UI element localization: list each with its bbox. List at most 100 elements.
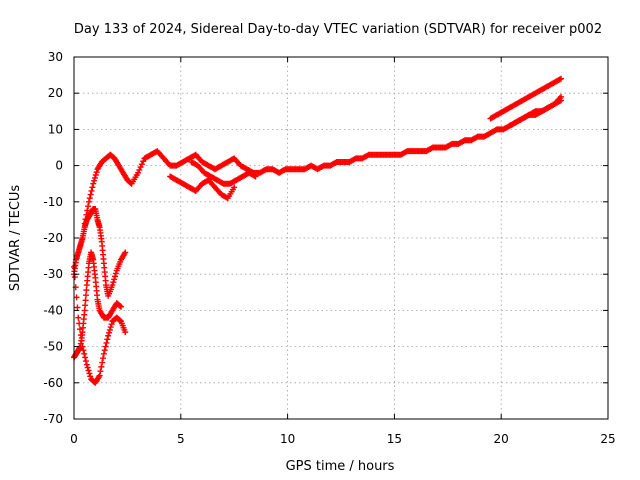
data-point [558, 75, 565, 82]
data-point [89, 184, 96, 191]
x-tick-label: 5 [177, 432, 185, 446]
data-point [231, 184, 238, 191]
data-point [103, 339, 110, 346]
data-point [251, 172, 258, 179]
data-point [252, 173, 259, 180]
x-tick-label: 10 [280, 432, 295, 446]
data-point [87, 191, 94, 198]
data-point [93, 169, 100, 176]
data-point [82, 354, 89, 361]
data-point [86, 195, 93, 202]
y-tick-label: -70 [43, 412, 63, 426]
y-axis-label: SDTVAR / TECUs [8, 185, 23, 292]
data-point [83, 211, 90, 218]
data-point [99, 359, 106, 366]
data-point [85, 367, 92, 374]
data-point [79, 343, 86, 350]
axis-ticks: 0 5 10 15 20 25 -70 -60 -50 -40 -30 -20 -10 0 10 20 30 [43, 50, 615, 446]
data-point [77, 332, 84, 339]
y-tick-label: -60 [43, 376, 63, 390]
data-point [110, 279, 117, 286]
data-point [97, 368, 104, 375]
data-point [71, 274, 78, 281]
data-point [81, 307, 88, 314]
data-point [112, 273, 119, 280]
data-point [106, 326, 113, 333]
data-point [74, 304, 81, 311]
data-point [86, 370, 93, 377]
series-arc-7 [487, 75, 565, 122]
data-point [80, 347, 87, 354]
data-point [112, 270, 119, 277]
data-point [84, 364, 91, 371]
y-tick-label: -20 [43, 231, 63, 245]
data-point [85, 203, 92, 210]
data-point [100, 350, 107, 357]
data-point [138, 161, 145, 168]
x-tick-label: 15 [387, 432, 402, 446]
grid [74, 57, 608, 419]
data-point [83, 361, 90, 368]
data-point [91, 177, 98, 184]
data-point [92, 172, 99, 179]
data-point [117, 303, 124, 310]
data-point [81, 350, 88, 357]
series-arc-8 [506, 93, 565, 129]
data-point [98, 363, 105, 370]
data-point [107, 324, 114, 331]
data-point [117, 303, 124, 310]
y-tick-label: -30 [43, 267, 63, 281]
data-point [73, 294, 80, 301]
series-arc-1 [71, 249, 124, 361]
data-point [82, 297, 89, 304]
data-point [83, 287, 90, 294]
series-arc-6 [188, 158, 259, 187]
y-tick-label: -10 [43, 195, 63, 209]
data-point [135, 169, 142, 176]
x-tick-label: 20 [494, 432, 509, 446]
data-point [88, 187, 95, 194]
data-point [82, 216, 89, 223]
data-point [101, 347, 108, 354]
data-point [558, 93, 565, 100]
y-tick-label: 0 [55, 159, 63, 173]
data-point [78, 337, 85, 344]
data-point [75, 314, 82, 321]
data-point [109, 282, 116, 289]
y-tick-label: -50 [43, 340, 63, 354]
data-point [84, 207, 91, 214]
y-tick-label: 20 [48, 86, 63, 100]
y-tick-label: 10 [48, 122, 63, 136]
data-point [91, 174, 98, 181]
data-point [136, 166, 143, 173]
chart-title: Day 133 of 2024, Sidereal Day-to-day VTE… [74, 22, 602, 37]
data-point [76, 320, 83, 327]
y-tick-label: -40 [43, 303, 63, 317]
data-point [81, 220, 88, 227]
data-point [106, 329, 113, 336]
x-tick-label: 25 [600, 432, 615, 446]
series-arc-3 [71, 263, 129, 386]
data-point [122, 249, 129, 256]
data-point [102, 343, 109, 350]
data-point [87, 373, 94, 380]
data-point [137, 164, 144, 171]
data-point [104, 336, 111, 343]
data-point [108, 321, 115, 328]
data-point [90, 180, 97, 187]
x-axis-label: GPS time / hours [286, 459, 395, 474]
series-arc-5 [167, 173, 238, 202]
data-point [105, 332, 112, 339]
data-point [556, 76, 563, 83]
data-point [122, 329, 129, 336]
data-point [96, 372, 103, 379]
x-tick-label: 0 [70, 432, 78, 446]
data-point [76, 326, 83, 333]
data-points [71, 75, 565, 386]
data-point [100, 355, 107, 362]
y-tick-label: 30 [48, 50, 63, 64]
data-point [111, 276, 118, 283]
data-point [82, 358, 89, 365]
data-point [82, 292, 89, 299]
